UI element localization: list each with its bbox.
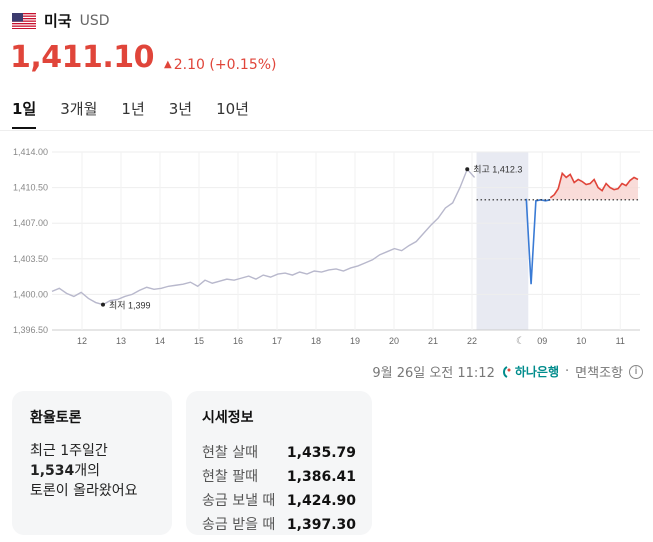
chart-svg: 1,414.00 1,410.50 1,407.00 1,403.50 1,400.00… (13, 147, 640, 347)
rate-row: 현찰 살때 1,435.79 (202, 441, 356, 465)
discussion-line1: 최근 1주일간 (30, 443, 108, 459)
disclaimer-link[interactable]: 면책조항 (575, 366, 623, 381)
discussion-count-suffix: 개의 (74, 463, 101, 479)
tab-3years[interactable]: 3년 (168, 100, 193, 118)
timestamp: 9월 26일 오전 11:12 (372, 366, 495, 381)
high-marker (465, 167, 470, 172)
rate-row: 현찰 팔때 1,386.41 (202, 465, 356, 489)
x-tick-label: 09 (537, 336, 547, 346)
series-line-open (525, 198, 551, 285)
separator: · (565, 364, 570, 379)
up-arrow-icon: ▲ (164, 59, 172, 70)
x-tick-label: 20 (389, 336, 399, 346)
discussion-text: 최근 1주일간 1,534개의 토론이 올라왔어요 (30, 441, 154, 501)
country-name: 미국 (44, 12, 72, 30)
x-tick-label: 17 (272, 336, 282, 346)
x-tick-label: 15 (194, 336, 204, 346)
rate-change: ▲ 2.10 (+0.15%) (164, 57, 276, 73)
rate-label: 현찰 팔때 (202, 469, 258, 485)
rate-value: 1,424.90 (286, 493, 356, 509)
current-rate: 1,411.10 (10, 40, 155, 75)
rate-chart[interactable]: 1,414.00 1,410.50 1,407.00 1,403.50 1,400.00… (0, 140, 653, 355)
y-tick-label: 1,396.50 (13, 325, 48, 335)
x-tick-label: 18 (311, 336, 321, 346)
series-area-current (550, 173, 638, 200)
series-line-prev (51, 167, 476, 306)
series-line-current (549, 171, 639, 199)
tabs-divider (0, 130, 653, 131)
tab-10years[interactable]: 10년 (216, 100, 249, 118)
rate-value: 1,435.79 (286, 445, 356, 461)
x-tick-label: 13 (116, 336, 126, 346)
x-tick-label: 14 (155, 336, 165, 346)
low-label: 최저 1,399 (109, 301, 151, 311)
rate-row: 송금 보낼 때 1,424.90 (202, 489, 356, 513)
y-tick-label: 1,400.00 (13, 289, 48, 299)
rate-change-value: 2.10 (+0.15%) (173, 56, 277, 73)
rate-label: 송금 받을 때 (202, 517, 276, 533)
bank-name: 하나은행 (514, 365, 560, 379)
y-tick-label: 1,414.00 (13, 147, 48, 157)
price-row: 1,411.10 ▲ 2.10 (+0.15%) (10, 40, 277, 75)
rate-label: 현찰 살때 (202, 445, 258, 461)
rate-value: 1,397.30 (286, 517, 356, 533)
rate-label: 송금 보낼 때 (202, 493, 276, 509)
tab-3months[interactable]: 3개월 (60, 100, 98, 118)
x-tick-label: 21 (428, 336, 438, 346)
bank-logo-icon (502, 365, 511, 378)
x-tick-label: 10 (576, 336, 586, 346)
currency-header: 미국 USD (12, 10, 110, 31)
rates-card: 시세정보 현찰 살때 1,435.79 현찰 팔때 1,386.41 송금 보낼… (186, 391, 372, 535)
session-shade (476, 152, 529, 330)
x-tick-label: 22 (467, 336, 477, 346)
tab-1year[interactable]: 1년 (121, 100, 145, 118)
discussion-line3: 토론이 올라왔어요 (30, 483, 138, 499)
rate-row: 송금 받을 때 1,397.30 (202, 513, 356, 537)
rate-value: 1,386.41 (286, 469, 356, 485)
bank-logo: 하나은행 (501, 363, 559, 380)
y-tick-label: 1,407.00 (13, 218, 48, 228)
currency-code: USD (79, 12, 110, 29)
discussion-card[interactable]: 환율토론 최근 1주일간 1,534개의 토론이 올라왔어요 (12, 391, 172, 535)
rates-title: 시세정보 (202, 410, 254, 426)
high-label: 최고 1,412.3 (473, 164, 522, 174)
x-tick-label: 12 (77, 336, 87, 346)
x-tick-label: 19 (350, 336, 360, 346)
x-tick-label: 16 (233, 336, 243, 346)
discussion-count: 1,534 (30, 463, 75, 479)
y-tick-label: 1,403.50 (13, 254, 48, 264)
discussion-line2: 1,534개의 (30, 461, 154, 481)
info-icon[interactable]: i (629, 364, 643, 379)
period-tabs: 1일 3개월 1년 3년 10년 (12, 98, 273, 129)
low-marker (100, 302, 105, 307)
x-tick-label: 11 (616, 336, 625, 346)
source-row: 9월 26일 오전 11:12 하나은행 · 면책조항 i (372, 362, 643, 381)
y-tick-label: 1,410.50 (13, 183, 48, 193)
moon-icon: ☾ (516, 336, 525, 347)
us-flag-icon (12, 12, 36, 29)
discussion-title: 환율토론 (30, 410, 82, 426)
tab-1day[interactable]: 1일 (12, 98, 37, 129)
